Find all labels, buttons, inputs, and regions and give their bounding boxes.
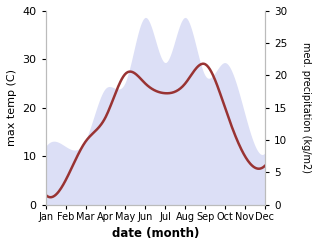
Y-axis label: max temp (C): max temp (C) [7,69,17,146]
X-axis label: date (month): date (month) [112,227,199,240]
Y-axis label: med. precipitation (kg/m2): med. precipitation (kg/m2) [301,42,311,173]
